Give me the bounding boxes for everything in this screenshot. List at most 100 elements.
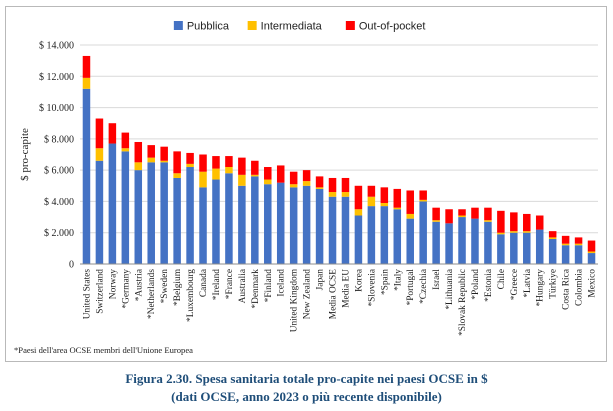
x-category-label: *Greece (510, 269, 520, 300)
y-axis-title: $ pro-capite (19, 128, 31, 181)
chart-frame: 0 $ 2.000 $ 4.000 $ 6.000 $ 8.000 $ 10.000 $ 1… (5, 6, 607, 362)
bar-segment (523, 213, 531, 232)
bar-segment (95, 118, 104, 149)
x-category-label: Australia (238, 268, 248, 303)
figure-caption-line1: Figura 2.30. Spesa sanitaria totale pro-… (125, 371, 488, 386)
bar-segment (497, 232, 505, 235)
bar-segment (354, 185, 363, 210)
bar-segment (173, 173, 181, 178)
bar-segment (406, 213, 414, 219)
bar-segment (561, 235, 570, 244)
bar-segment (484, 221, 492, 264)
bar-segment (341, 192, 350, 197)
x-category-label: *Hungary (536, 269, 546, 307)
x-category-label: *Italy (393, 269, 403, 291)
bar-segment (419, 199, 427, 202)
bar-segment (121, 132, 130, 149)
bar-segment (484, 220, 492, 222)
bar-segment (510, 232, 518, 264)
figure-caption-line2: (dati OCSE, anno 2023 o più recente disp… (171, 389, 442, 404)
bar-segment (289, 187, 298, 264)
bar-segment (328, 177, 337, 193)
x-category-label: Costa Rica (562, 268, 572, 310)
bar-segment (238, 157, 246, 175)
bar-segment (380, 202, 389, 207)
bar-segment (276, 165, 285, 183)
bar-segment (147, 145, 155, 158)
x-category-label: Korea (354, 268, 364, 292)
bar-segment (147, 157, 155, 163)
bar-segment (186, 167, 194, 264)
bar-segment (341, 177, 350, 193)
bar-segment (497, 210, 505, 233)
bar-segment (289, 171, 298, 185)
legend: Pubblica Intermediata Out-of-pocket (173, 21, 425, 33)
bar-segment (523, 232, 531, 264)
bar-segment (548, 238, 557, 264)
bar-segment (380, 206, 389, 264)
bar-segment (147, 162, 155, 264)
bar-segment (471, 218, 479, 264)
bar-segment (574, 237, 583, 244)
legend-label: Pubblica (187, 21, 230, 33)
bar-segment (276, 182, 285, 264)
bar-segment (82, 88, 91, 264)
bar-segment (121, 148, 130, 152)
bar-segment (419, 201, 427, 264)
x-category-label: Media EU (341, 269, 351, 308)
bar-segment (432, 221, 440, 264)
bar-segment (264, 167, 272, 180)
x-category-label: Iceland (277, 269, 287, 297)
bar-segment (289, 184, 298, 188)
bar-segment (393, 207, 402, 210)
bar-segment (121, 151, 130, 264)
x-category-label: *Finland (264, 269, 274, 303)
x-category-label: *Latvia (523, 268, 533, 297)
y-tick-label: $ 12.000 (39, 72, 74, 83)
bar-segment (458, 215, 466, 218)
x-category-label: *Austria (134, 268, 144, 301)
x-category-label: *Sweden (160, 269, 170, 304)
bar-segment (393, 209, 402, 264)
bar-segment (225, 156, 233, 168)
x-category-label: Switzerland (95, 269, 105, 314)
bar-segment (574, 245, 583, 264)
x-category-label: *Belgium (173, 268, 183, 306)
y-axis-ticks: 0 $ 2.000 $ 4.000 $ 6.000 $ 8.000 $ 10.000 $ 1… (39, 41, 74, 271)
bar-segment (108, 143, 117, 264)
x-category-label: Japan (316, 269, 326, 291)
bar-segment (134, 141, 143, 163)
bar-segment (302, 170, 311, 182)
bar-segment (587, 240, 596, 252)
bar-segment (497, 234, 505, 264)
bar-segment (510, 212, 518, 232)
bar-segment (406, 218, 414, 264)
bar-segment (535, 215, 544, 230)
bar-segment (587, 253, 596, 264)
bar-segment (173, 151, 181, 174)
bar-segment (82, 77, 91, 89)
footnote: *Paesi dell'area OCSE membri dell'Unione… (14, 345, 193, 355)
bars (82, 55, 596, 264)
bar-segment (95, 160, 104, 264)
bar-segment (225, 173, 233, 264)
x-axis-category-labels: United States Switzerland Norway *Germany *A… (82, 268, 597, 336)
bar-segment (173, 177, 181, 264)
bar-segment (367, 196, 376, 207)
bar-segment (302, 185, 311, 264)
bar-segment (199, 154, 207, 172)
bar-segment (471, 207, 479, 219)
bar-segment (548, 231, 557, 238)
bar-segment (302, 181, 311, 186)
x-category-label: *Netherlands (147, 269, 157, 319)
bar-segment (535, 229, 544, 264)
x-category-label: Norway (108, 269, 118, 300)
bar-segment (445, 223, 453, 264)
bar-segment (574, 243, 583, 246)
bar-segment (510, 231, 518, 233)
bar-segment (328, 192, 337, 197)
bar-segment (419, 190, 427, 200)
bar-segment (186, 152, 194, 164)
x-category-label: *Poland (471, 269, 481, 300)
bar-segment (251, 160, 259, 175)
